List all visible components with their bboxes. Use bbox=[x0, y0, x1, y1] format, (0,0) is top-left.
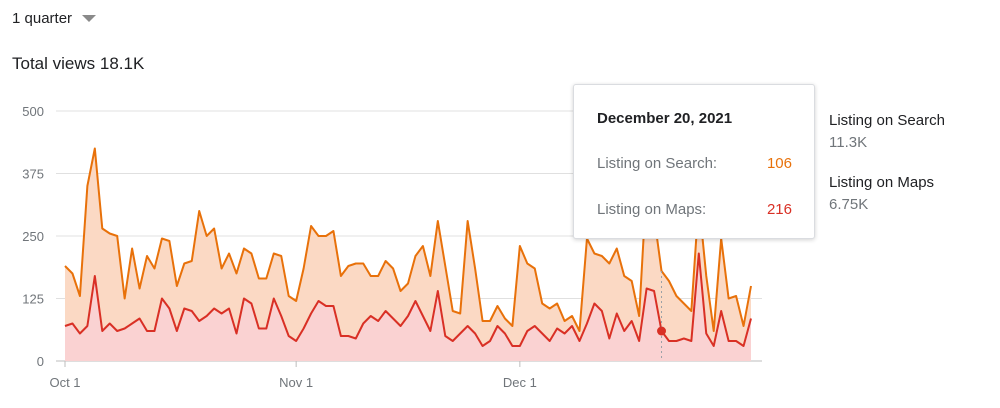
legend-maps-label: Listing on Maps bbox=[829, 174, 935, 191]
search-line bbox=[64, 147, 752, 332]
maps-line bbox=[64, 252, 752, 347]
y-tick-label: 125 bbox=[22, 292, 44, 307]
caret-down-icon[interactable] bbox=[82, 15, 97, 22]
legend-item-search[interactable]: Listing on Search 11.3K bbox=[829, 112, 945, 151]
chart-tooltip: December 20, 2021 Listing on Search: 106… bbox=[573, 84, 815, 239]
range-selector-label: 1 quarter bbox=[12, 10, 73, 27]
tooltip-row-search: Listing on Search: 106 bbox=[597, 155, 792, 172]
y-tick-label: 250 bbox=[22, 229, 44, 244]
x-tick-label: Nov 1 bbox=[279, 375, 313, 390]
y-tick-label: 500 bbox=[22, 104, 44, 119]
tooltip-maps-label: Listing on Maps: bbox=[597, 201, 707, 218]
y-tick-label: 0 bbox=[37, 354, 44, 369]
tooltip-maps-value: 216 bbox=[766, 201, 792, 218]
y-tick-label: 375 bbox=[22, 167, 44, 182]
tooltip-search-value: 106 bbox=[766, 155, 792, 172]
tooltip-date: December 20, 2021 bbox=[597, 110, 733, 127]
x-tick-label: Oct 1 bbox=[49, 375, 80, 390]
x-tick-label: Dec 1 bbox=[503, 375, 537, 390]
legend-maps-value: 6.75K bbox=[829, 196, 869, 213]
total-views: Total views 18.1K bbox=[12, 54, 145, 73]
hover-point-maps bbox=[657, 326, 667, 336]
tooltip-row-maps: Listing on Maps: 216 bbox=[597, 201, 792, 218]
legend-item-maps[interactable]: Listing on Maps 6.75K bbox=[829, 174, 934, 213]
tooltip-search-label: Listing on Search: bbox=[597, 155, 718, 172]
legend-search-label: Listing on Search bbox=[829, 112, 945, 129]
range-selector[interactable]: 1 quarter bbox=[12, 10, 97, 27]
legend-search-value: 11.3K bbox=[829, 134, 868, 151]
search-area bbox=[65, 148, 751, 346]
